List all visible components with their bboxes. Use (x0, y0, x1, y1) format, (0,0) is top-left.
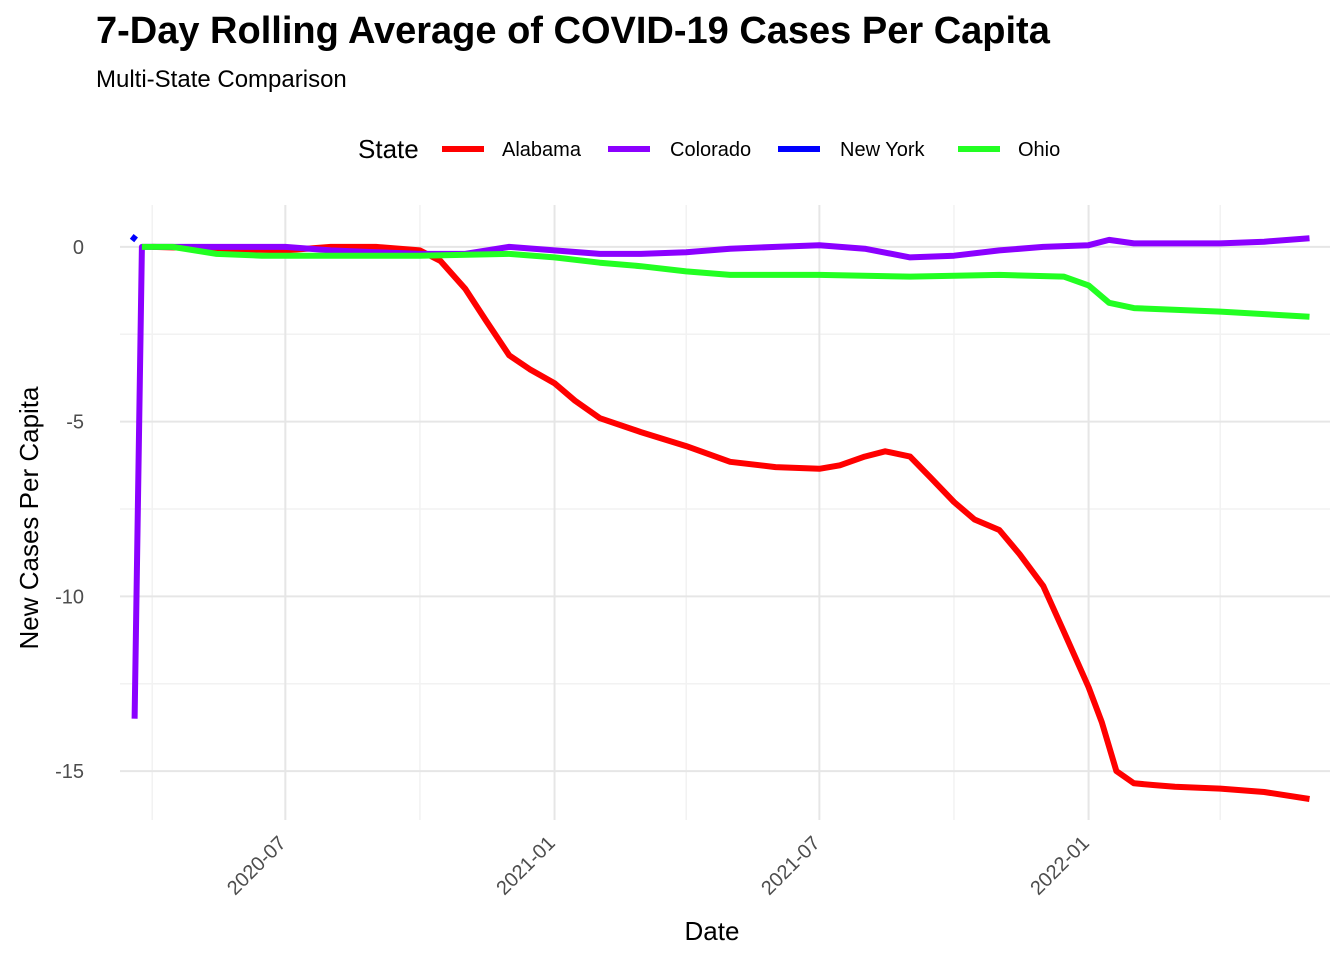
y-tick-label: -10 (55, 586, 84, 608)
x-tick-label: 2020-07 (223, 832, 290, 899)
chart-subtitle: Multi-State Comparison (96, 66, 347, 93)
axes: 2020-07 2021-01 2021-07 2022-01 0 -5 -10 -15 (55, 237, 1094, 900)
legend: State Alabama Colorado New York Ohio (358, 134, 1060, 164)
grid (120, 205, 1330, 820)
series-layer (129, 234, 1310, 802)
series-line-ohio (141, 243, 1310, 320)
legend-label-colorado: Colorado (670, 139, 751, 161)
y-tick-label: -15 (55, 761, 84, 783)
series-line-new-york (129, 234, 138, 243)
series-line-colorado (131, 235, 1310, 719)
legend-label-ohio: Ohio (1018, 139, 1060, 161)
chart-title: 7-Day Rolling Average of COVID-19 Cases … (96, 10, 1050, 52)
legend-title: State (358, 134, 419, 164)
x-axis-title: Date (685, 916, 740, 946)
x-tick-label: 2022-01 (1026, 832, 1093, 899)
legend-label-alabama: Alabama (502, 139, 582, 161)
series-line-alabama (152, 243, 1310, 802)
legend-label-new-york: New York (840, 139, 925, 161)
y-axis-title: New Cases Per Capita (14, 386, 44, 650)
y-tick-label: -5 (66, 412, 84, 434)
y-tick-label: 0 (73, 237, 84, 259)
x-tick-label: 2021-07 (757, 832, 824, 899)
x-tick-label: 2021-01 (492, 832, 559, 899)
